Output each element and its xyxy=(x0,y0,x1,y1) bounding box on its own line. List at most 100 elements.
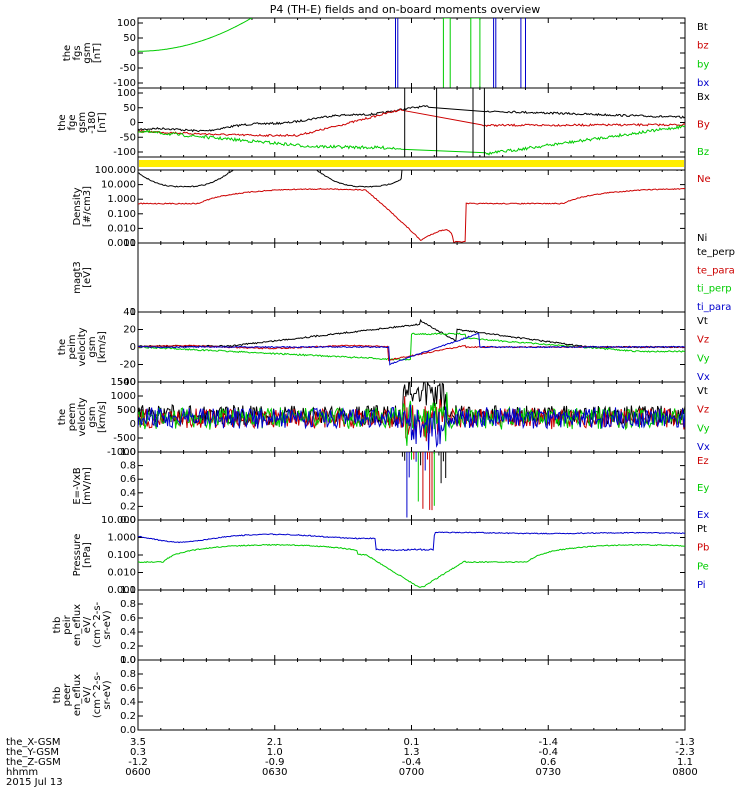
series-group xyxy=(401,452,447,518)
series-Vz xyxy=(138,344,685,362)
y-tick-label: 0 xyxy=(130,342,136,353)
y-axis-label: en_eflux xyxy=(72,674,83,716)
y-axis-label: peir xyxy=(62,614,73,634)
y-axis-label: velocity xyxy=(77,327,88,366)
legend-Ex: Ex xyxy=(697,510,709,521)
legend-Ez: Ez xyxy=(697,456,709,467)
y-tick-label: -20 xyxy=(120,360,136,371)
y-axis-label: gsm xyxy=(87,406,98,427)
y-axis-label: (cm^2-s- xyxy=(92,601,103,648)
series-group xyxy=(138,88,685,157)
legend-Bt: Bt xyxy=(697,22,708,33)
panel-p10: 1.0 0.8 0.6 0.4 0.2 0.0 thb peir en_eflux eV/(cm^… xyxy=(52,585,686,666)
y-tick-label: 1 xyxy=(130,307,136,318)
panel-frame xyxy=(137,87,686,158)
y-axis-label: [km/s] xyxy=(97,331,108,363)
legend-by: by xyxy=(697,59,709,70)
series-bx xyxy=(493,18,497,88)
series-by xyxy=(138,18,253,52)
y-tick-label: 100 xyxy=(117,88,136,99)
y-tick-label: 0.4 xyxy=(120,488,136,499)
panel-p11: 1.0 0.8 0.6 0.4 0.2 0.0 thb peer en_eflux eV/(cm^… xyxy=(52,655,686,736)
panel-p8: 1.0 0.8 0.6 0.4 0.2 0.0 E=-VxB [mV/m] Ez Ey Ex xyxy=(72,447,709,526)
series-Vx xyxy=(138,333,685,366)
x-tick-label: 1.3 xyxy=(404,747,420,758)
y-axis-label: the xyxy=(57,339,68,355)
y-axis-label: the xyxy=(62,45,73,61)
y-tick-label: 100.000 xyxy=(95,165,136,176)
y-tick-label: 0 xyxy=(130,118,136,129)
series-group xyxy=(138,318,685,366)
legend-By: By xyxy=(697,120,710,131)
y-axis-label: sr-eV) xyxy=(102,680,113,709)
x-tick-label: 0630 xyxy=(262,767,287,778)
series-by-jump xyxy=(470,18,481,88)
x-tick-label: 1.1 xyxy=(677,757,693,768)
x-tick-label: -0.4 xyxy=(538,747,558,758)
y-axis-label: (cm^2-s- xyxy=(92,671,103,718)
legend-Vt: Vt xyxy=(697,316,708,327)
series-group xyxy=(138,18,526,88)
legend-Ni: Ni xyxy=(697,233,707,244)
y-axis-label: gsm xyxy=(77,112,88,133)
y-tick-label: 0.6 xyxy=(120,683,136,694)
series-Pi xyxy=(138,531,685,552)
y-tick-label: 1.0 xyxy=(120,447,136,458)
legend-te_para: te_para xyxy=(697,265,735,276)
y-tick-label: 0.8 xyxy=(120,669,136,680)
y-axis-label: peim xyxy=(67,334,78,359)
y-tick-label: 1500 xyxy=(111,377,136,388)
y-tick-label: 0.2 xyxy=(120,711,136,722)
x-tick-label: -0.4 xyxy=(402,757,422,768)
x-tick-label: 0800 xyxy=(672,767,697,778)
legend-ti_perp: ti_perp xyxy=(697,284,732,295)
y-axis-label: peem xyxy=(67,403,78,431)
x-row-label: hhmm xyxy=(6,767,38,778)
x-tick-label: -1.3 xyxy=(675,737,695,748)
x-tick-label: -0.9 xyxy=(265,757,285,768)
legend-Vy: Vy xyxy=(697,353,710,364)
legend-Ne: Ne xyxy=(697,174,711,185)
y-axis-label: [eV] xyxy=(82,267,93,288)
y-tick-label: -40 xyxy=(120,377,136,388)
x-tick-label: 0700 xyxy=(399,767,424,778)
panel-frame xyxy=(137,519,686,591)
panel-p5: 10 1 magt3 [eV] te_perp te_para ti_perp ti_para xyxy=(72,238,735,318)
series-Pe xyxy=(138,543,685,588)
panel-frame xyxy=(137,17,686,89)
y-tick-label: 500 xyxy=(117,405,136,416)
panel-p7: 1500 1000 500 0 -500 -1000 the peem velocity gsm[… xyxy=(57,377,710,458)
legend-Pe: Pe xyxy=(697,561,709,572)
y-tick-label: 0.0 xyxy=(120,515,136,526)
y-tick-label: 10 xyxy=(123,238,136,249)
y-tick-label: 0.2 xyxy=(120,641,136,652)
y-tick-label: 0.2 xyxy=(120,501,136,512)
y-tick-label: 0.001 xyxy=(107,585,136,596)
series-Bz xyxy=(138,124,685,156)
y-tick-label: 20 xyxy=(123,325,136,336)
y-tick-label: 0.0 xyxy=(120,655,136,666)
legend-Vt: Vt xyxy=(697,386,708,397)
x-tick-label: 0600 xyxy=(125,767,150,778)
panel-p6: 40 20 0 -20 -40 the peim velocity gsm [km/s] Vt Vz V… xyxy=(57,307,710,388)
y-tick-label: 1.0 xyxy=(120,585,136,596)
y-axis-label: sr-eV) xyxy=(102,610,113,639)
y-tick-label: 50 xyxy=(123,33,136,44)
series-Vx xyxy=(138,404,685,451)
y-axis-label: velocity xyxy=(77,397,88,436)
y-tick-label: 0.4 xyxy=(120,697,136,708)
y-axis-label: gsm xyxy=(82,42,93,63)
y-tick-label: 0.010 xyxy=(107,223,136,234)
y-tick-label: -100 xyxy=(113,78,136,89)
series-by-jump xyxy=(442,18,451,88)
y-axis-label: fge xyxy=(67,114,78,130)
series-By xyxy=(138,108,685,138)
y-tick-label: 100 xyxy=(117,18,136,29)
series-group xyxy=(138,170,685,243)
y-axis-label: Pressure xyxy=(72,534,83,577)
x-tick-label: 0730 xyxy=(536,767,561,778)
y-tick-label: 1.0 xyxy=(120,655,136,666)
panel-frame xyxy=(137,659,686,731)
